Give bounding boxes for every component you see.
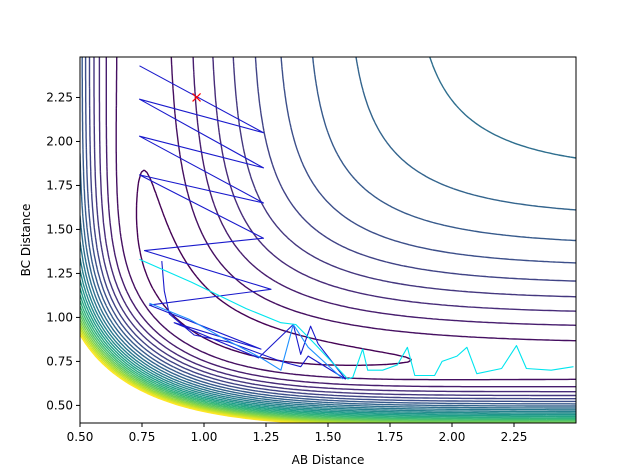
y-tick-label: 1.75 (46, 178, 73, 192)
x-tick-label: 1.50 (315, 430, 342, 444)
contour-level (80, 322, 418, 423)
contour-level (93, 57, 576, 397)
trajectory-lines (138, 65, 574, 380)
contour-level (98, 57, 576, 393)
x-axis-ticks: 0.50 0.75 1.00 1.25 1.50 1.75 2.00 2.25 (67, 423, 528, 444)
trajectory-line (138, 65, 346, 380)
contour-level (84, 57, 576, 403)
trajectory-line (139, 258, 574, 380)
contour-level (80, 270, 576, 414)
contour-level (80, 310, 576, 422)
x-tick-label: 2.00 (439, 430, 466, 444)
y-tick-label: 0.75 (46, 354, 73, 368)
contour-level (80, 300, 576, 420)
contour-level (88, 57, 576, 400)
x-axis-label: AB Distance (292, 453, 365, 467)
contour-level (80, 241, 576, 411)
contour-level (80, 57, 576, 407)
y-tick-label: 1.50 (46, 222, 73, 236)
contour-level (80, 287, 576, 417)
x-tick-label: 1.75 (377, 430, 404, 444)
y-tick-label: 1.25 (46, 266, 73, 280)
contour-level (80, 305, 576, 421)
contour-lines (80, 57, 576, 423)
start-point-marker (192, 93, 201, 102)
x-tick-label: 1.00 (191, 430, 218, 444)
marker-layer (192, 93, 201, 102)
contour-level (80, 334, 299, 423)
contour-level (135, 169, 413, 366)
y-tick-label: 2.25 (46, 90, 73, 104)
x-tick-label: 1.25 (253, 430, 280, 444)
contour-level (80, 257, 576, 413)
contour-level (80, 279, 576, 416)
x-tick-label: 0.75 (129, 430, 156, 444)
contour-level (80, 314, 576, 423)
y-tick-label: 1.00 (46, 310, 73, 324)
contour-level (115, 57, 576, 381)
contour-level (80, 294, 576, 418)
x-tick-label: 2.25 (501, 430, 528, 444)
y-tick-label: 0.50 (46, 398, 73, 412)
y-axis-ticks: 0.50 0.75 1.00 1.25 1.50 1.75 2.00 2.25 (46, 90, 80, 412)
trajectory-line (149, 302, 344, 380)
x-tick-label: 0.50 (67, 430, 94, 444)
contour-level (105, 57, 576, 388)
contour-level (80, 57, 576, 409)
y-axis-label: BC Distance (19, 204, 33, 277)
contour-level (81, 57, 576, 405)
y-tick-label: 2.00 (46, 134, 73, 148)
contour-level (80, 325, 366, 423)
